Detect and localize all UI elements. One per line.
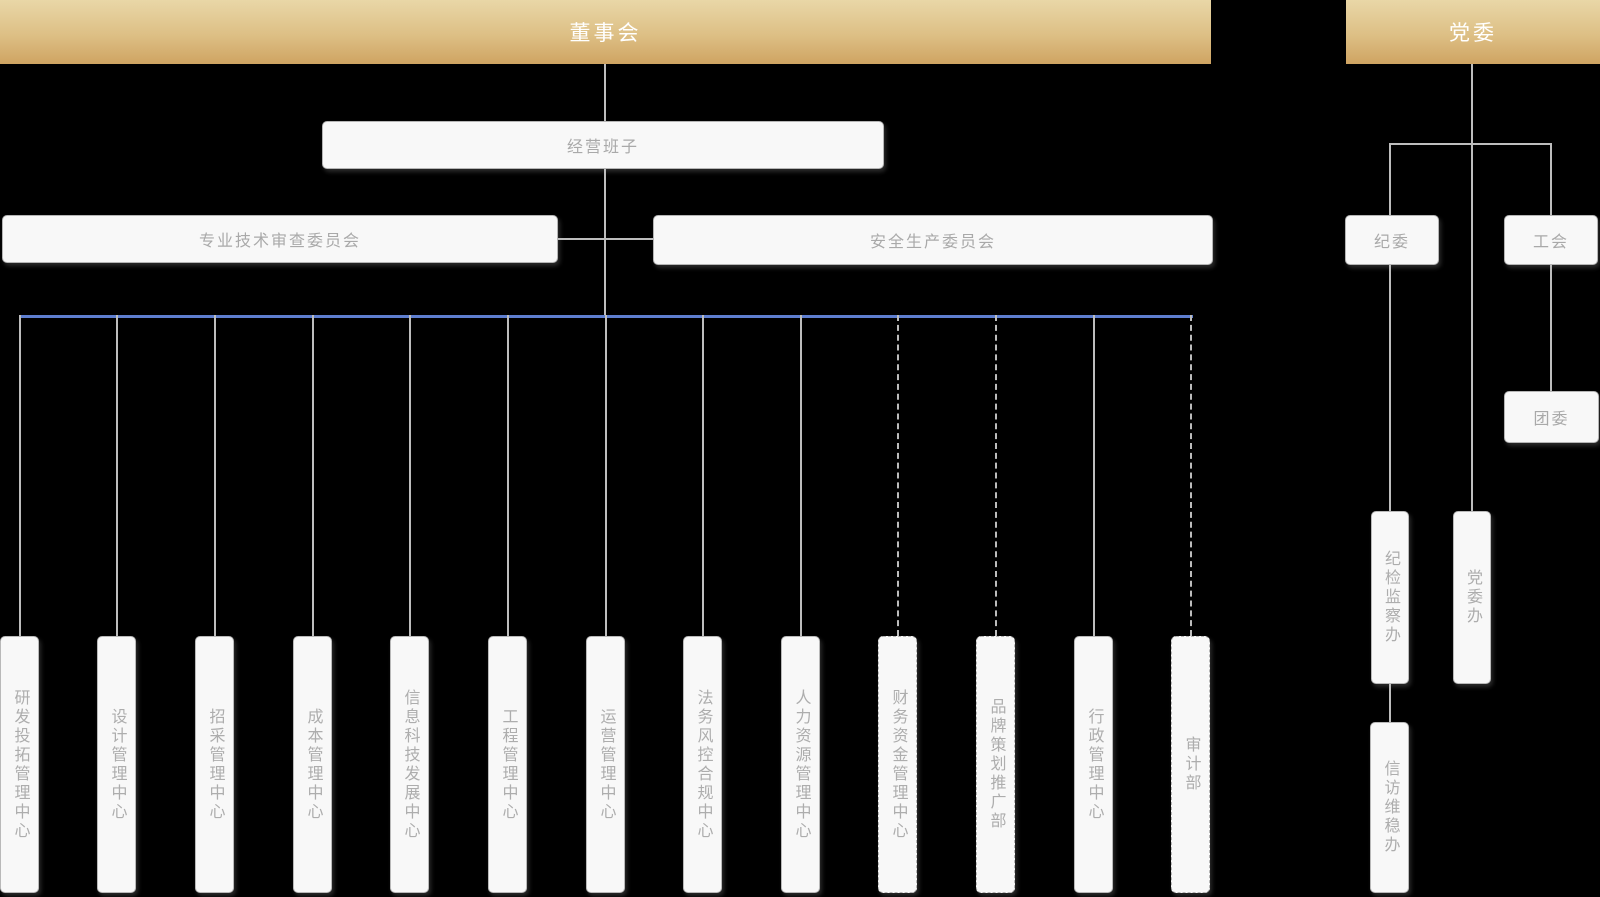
dept-box-legal-compliance[interactable]: 法务风控合规中心 bbox=[683, 636, 722, 893]
connector-to-discipline-committee bbox=[1389, 143, 1391, 215]
connector-union-to-youth-league bbox=[1550, 265, 1552, 391]
dept-box-operations[interactable]: 运营管理中心 bbox=[586, 636, 625, 893]
connector-party-to-party-office bbox=[1471, 64, 1473, 511]
dept-label: 设计管理中心 bbox=[108, 707, 126, 822]
connector-dept-8 bbox=[702, 315, 704, 636]
party-banner: 党委 bbox=[1346, 0, 1600, 64]
connector-dept-2 bbox=[116, 315, 118, 636]
dept-label: 信息科技发展中心 bbox=[401, 688, 419, 841]
connector-supervision-to-petition-office bbox=[1389, 684, 1391, 722]
discipline-committee-label: 纪委 bbox=[1373, 234, 1410, 251]
dept-box-brand-promotion[interactable]: 品牌策划推广部 bbox=[976, 636, 1015, 893]
dept-box-design[interactable]: 设计管理中心 bbox=[97, 636, 136, 893]
connector-management-to-bus bbox=[604, 169, 606, 316]
dept-label: 行政管理中心 bbox=[1085, 707, 1103, 822]
connector-party-branch bbox=[1390, 143, 1551, 145]
dept-box-procurement[interactable]: 招采管理中心 bbox=[195, 636, 234, 893]
connector-dept-5 bbox=[409, 315, 411, 636]
dept-box-rd-investment[interactable]: 研发投拓管理中心 bbox=[0, 636, 39, 893]
dept-box-finance-treasury[interactable]: 财务资金管理中心 bbox=[878, 636, 917, 893]
dept-label: 人力资源管理中心 bbox=[792, 688, 810, 841]
connector-dept-11-dashed bbox=[995, 315, 997, 636]
connector-discipline-to-supervision-office bbox=[1389, 265, 1391, 511]
dept-label: 研发投拓管理中心 bbox=[11, 688, 29, 841]
dept-box-audit[interactable]: 审计部 bbox=[1171, 636, 1210, 893]
dept-label: 审计部 bbox=[1182, 736, 1200, 793]
dept-label: 运营管理中心 bbox=[597, 707, 615, 822]
connector-dept-1 bbox=[19, 315, 21, 636]
dept-label: 工程管理中心 bbox=[499, 707, 517, 822]
connector-dept-9 bbox=[800, 315, 802, 636]
connector-dept-4 bbox=[312, 315, 314, 636]
dept-label: 品牌策划推广部 bbox=[987, 698, 1005, 831]
dept-label: 成本管理中心 bbox=[304, 707, 322, 822]
discipline-supervision-office-box[interactable]: 纪检监察办 bbox=[1371, 511, 1409, 684]
dept-box-administration[interactable]: 行政管理中心 bbox=[1074, 636, 1113, 893]
management-box[interactable]: 经营班子 bbox=[322, 121, 884, 169]
party-banner-label: 党委 bbox=[1449, 22, 1497, 45]
committee-label: 安全生产委员会 bbox=[869, 234, 996, 251]
connector-dept-6 bbox=[507, 315, 509, 636]
petition-stability-office-box[interactable]: 信访维稳办 bbox=[1370, 722, 1409, 893]
dept-label: 法务风控合规中心 bbox=[694, 688, 712, 841]
connector-to-labor-union bbox=[1550, 143, 1552, 215]
management-label: 经营班子 bbox=[566, 139, 639, 156]
connector-dept-12 bbox=[1093, 315, 1095, 636]
committee-box-safety-production[interactable]: 安全生产委员会 bbox=[653, 215, 1213, 265]
youth-league-label: 团委 bbox=[1533, 411, 1570, 428]
labor-union-label: 工会 bbox=[1532, 234, 1569, 251]
office-label: 纪检监察办 bbox=[1382, 550, 1399, 645]
connector-committees bbox=[558, 238, 653, 240]
labor-union-box[interactable]: 工会 bbox=[1504, 215, 1598, 265]
dept-label: 财务资金管理中心 bbox=[889, 688, 907, 841]
connector-dept-13-dashed bbox=[1190, 315, 1192, 636]
dept-box-engineering[interactable]: 工程管理中心 bbox=[488, 636, 527, 893]
youth-league-box[interactable]: 团委 bbox=[1504, 391, 1599, 443]
board-banner-label: 董事会 bbox=[569, 22, 642, 45]
committee-label: 专业技术审查委员会 bbox=[198, 233, 361, 250]
dept-box-it-development[interactable]: 信息科技发展中心 bbox=[390, 636, 429, 893]
connector-dept-7 bbox=[605, 315, 607, 636]
office-label: 党委办 bbox=[1464, 569, 1481, 626]
discipline-committee-box[interactable]: 纪委 bbox=[1345, 215, 1439, 265]
party-committee-office-box[interactable]: 党委办 bbox=[1453, 511, 1491, 684]
dept-box-cost[interactable]: 成本管理中心 bbox=[293, 636, 332, 893]
connector-dept-10-dashed bbox=[897, 315, 899, 636]
connector-board-to-management bbox=[604, 64, 606, 121]
dept-box-human-resources[interactable]: 人力资源管理中心 bbox=[781, 636, 820, 893]
committee-box-technical-review[interactable]: 专业技术审查委员会 bbox=[2, 215, 558, 263]
connector-dept-3 bbox=[214, 315, 216, 636]
dept-label: 招采管理中心 bbox=[206, 707, 224, 822]
board-banner: 董事会 bbox=[0, 0, 1211, 64]
office-label: 信访维稳办 bbox=[1381, 760, 1399, 855]
